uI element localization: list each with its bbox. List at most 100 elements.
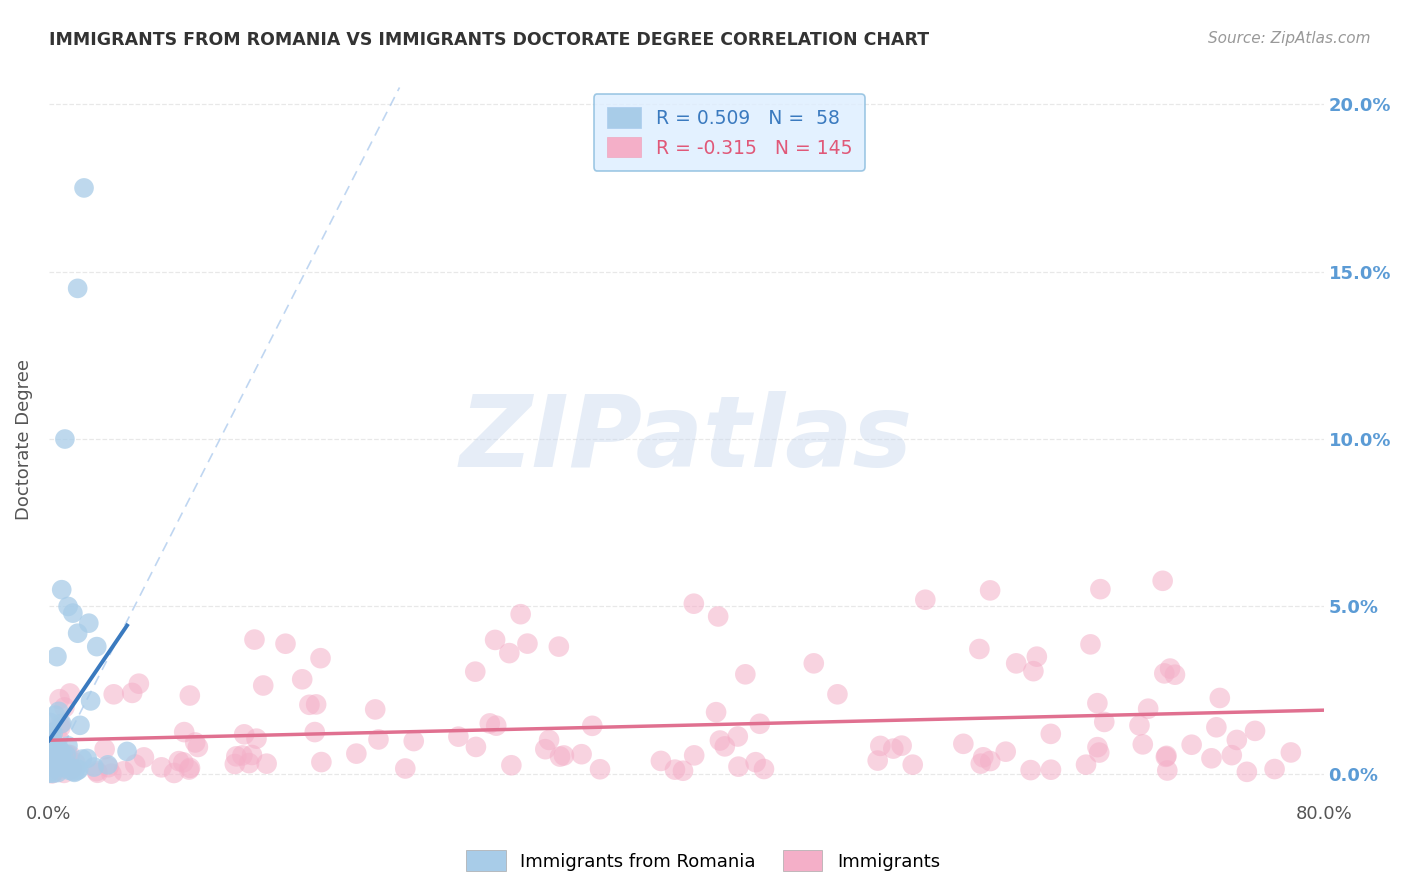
Point [100, 766, 122, 780]
Point [42, 741, 65, 756]
Point [60, 763, 83, 777]
Point [56, 739, 79, 753]
Point [46, 763, 69, 777]
Point [972, 750, 994, 764]
Point [49, 717, 72, 731]
Point [1039, 727, 1062, 741]
Point [41, 766, 63, 780]
Point [39, 739, 62, 754]
Point [97, 760, 120, 774]
Point [49, 721, 72, 735]
Point [866, 754, 889, 768]
Point [714, 739, 737, 754]
Point [744, 755, 766, 769]
Point [1181, 738, 1204, 752]
Point [1205, 720, 1227, 734]
Point [1088, 746, 1111, 760]
Point [548, 749, 571, 764]
Point [1154, 749, 1177, 764]
Point [969, 642, 991, 657]
Point [39, 737, 62, 751]
Point [51, 582, 73, 597]
Point [672, 764, 695, 778]
Point [748, 716, 770, 731]
Point [184, 735, 207, 749]
Point [752, 762, 775, 776]
Legend: Immigrants from Romania, Immigrants: Immigrants from Romania, Immigrants [458, 843, 948, 879]
Point [53, 756, 76, 770]
Point [952, 737, 974, 751]
Point [39, 726, 62, 740]
Point [167, 754, 190, 768]
Point [1087, 740, 1109, 755]
Point [49, 744, 72, 758]
Point [93, 742, 115, 756]
Point [42, 726, 65, 740]
Point [65, 762, 87, 776]
Point [1085, 696, 1108, 710]
Point [66, 626, 89, 640]
Point [41, 760, 63, 774]
Point [38, 758, 60, 772]
Point [62, 606, 84, 620]
Point [58, 764, 80, 778]
Point [1092, 714, 1115, 729]
Point [240, 747, 263, 762]
Point [245, 731, 267, 746]
Point [274, 637, 297, 651]
Point [727, 730, 749, 744]
Point [41, 759, 63, 773]
Point [132, 750, 155, 764]
Point [464, 739, 486, 754]
Point [1022, 664, 1045, 678]
Point [124, 757, 146, 772]
Point [1005, 657, 1028, 671]
Point [83, 760, 105, 774]
Point [103, 687, 125, 701]
Point [112, 764, 135, 779]
Point [707, 609, 730, 624]
Point [65, 762, 87, 776]
Point [682, 597, 704, 611]
Point [44, 708, 66, 723]
Point [97, 757, 120, 772]
Point [1209, 690, 1232, 705]
Point [553, 748, 575, 763]
Point [1025, 649, 1047, 664]
Point [187, 739, 209, 754]
Point [76, 751, 98, 765]
Point [252, 679, 274, 693]
Point [69, 718, 91, 732]
Point [172, 756, 194, 770]
Point [41, 751, 63, 765]
Point [547, 640, 569, 654]
Point [163, 766, 186, 780]
Point [901, 757, 924, 772]
Point [59, 747, 82, 762]
Point [1156, 748, 1178, 763]
Point [994, 745, 1017, 759]
Point [128, 676, 150, 690]
Point [63, 765, 86, 780]
Point [53, 765, 76, 780]
Point [464, 665, 486, 679]
Point [304, 725, 326, 739]
Point [1226, 733, 1249, 747]
Point [650, 754, 672, 768]
Point [62, 764, 84, 779]
Point [179, 761, 201, 775]
Point [1159, 662, 1181, 676]
Point [53, 432, 76, 446]
Point [803, 657, 825, 671]
Legend: R = 0.509   N =  58, R = -0.315   N = 145: R = 0.509 N = 58, R = -0.315 N = 145 [593, 94, 865, 170]
Point [44, 743, 66, 757]
Point [291, 673, 314, 687]
Point [55, 757, 77, 772]
Point [39, 725, 62, 739]
Point [38, 755, 60, 769]
Point [727, 759, 749, 773]
Point [256, 756, 278, 771]
Point [1090, 582, 1112, 596]
Point [1153, 666, 1175, 681]
Point [173, 725, 195, 739]
